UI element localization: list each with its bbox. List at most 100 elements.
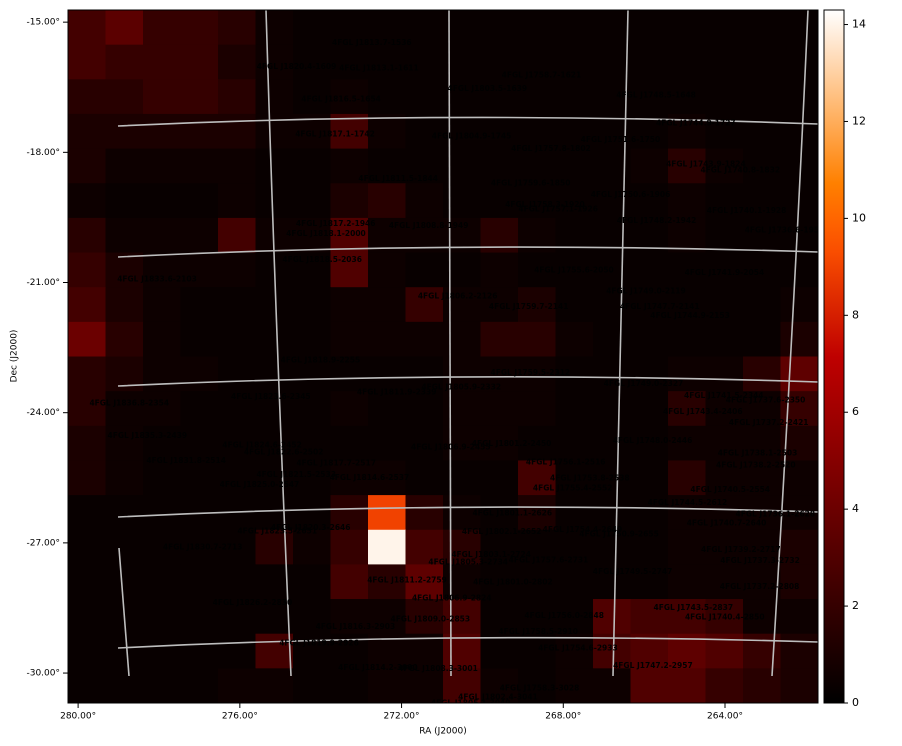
source-label: 4FGL J1824.6-2452 xyxy=(222,440,302,449)
cell xyxy=(68,495,106,531)
source-label: 4FGL J1811.2-2759 xyxy=(367,576,447,585)
cell xyxy=(630,252,669,288)
cell xyxy=(68,148,106,184)
x-tick-label: 268.00° xyxy=(545,712,581,722)
cell xyxy=(555,391,594,427)
cell xyxy=(593,287,631,323)
cell xyxy=(255,10,294,46)
cell xyxy=(180,356,219,392)
grid-curve xyxy=(612,10,629,677)
cell xyxy=(780,217,818,254)
cell xyxy=(518,633,556,669)
cell xyxy=(593,252,631,288)
cell xyxy=(180,529,219,565)
cell xyxy=(143,183,181,219)
cell xyxy=(105,425,144,461)
cell xyxy=(180,321,219,357)
cell xyxy=(368,252,406,288)
cell xyxy=(68,599,106,635)
cell xyxy=(405,44,444,80)
cell xyxy=(443,495,481,531)
cell xyxy=(105,44,144,80)
cell xyxy=(293,529,331,565)
cell xyxy=(218,10,256,46)
source-label: 4FGL J1820.4-1609 xyxy=(257,62,337,71)
cell xyxy=(105,113,144,150)
cell xyxy=(293,148,331,184)
cell xyxy=(218,252,256,288)
cell xyxy=(518,113,556,150)
source-label: 4FGL J1817.1-1742 xyxy=(295,129,375,138)
cell xyxy=(293,599,331,635)
cell xyxy=(293,44,331,80)
cell xyxy=(255,668,294,703)
cell xyxy=(555,44,594,80)
cell xyxy=(668,425,706,461)
cell xyxy=(593,633,631,669)
cell xyxy=(368,460,406,496)
cell xyxy=(743,460,781,496)
cell xyxy=(368,321,406,357)
cell xyxy=(405,564,444,600)
cell xyxy=(705,148,744,184)
cell xyxy=(518,495,556,531)
source-label: 4FGL J1825.0-2547 xyxy=(220,480,300,489)
y-tick-label: -24.00° xyxy=(26,408,60,418)
cell xyxy=(518,668,556,703)
cell xyxy=(630,425,669,461)
cell xyxy=(330,599,369,635)
colorbar-tick-label: 12 xyxy=(852,114,866,127)
cell xyxy=(780,113,818,150)
cell xyxy=(480,633,519,669)
colorbar-tick-label: 0 xyxy=(852,696,859,709)
cell xyxy=(443,321,481,357)
cell xyxy=(593,425,631,461)
source-label: 4FGL J1759.7-2141 xyxy=(489,302,569,311)
cell xyxy=(518,356,556,392)
source-label: 4FGL J1818.1-2000 xyxy=(286,229,366,238)
cell xyxy=(668,79,706,115)
source-label: 4FGL J1749.5-2747 xyxy=(593,567,673,576)
cell xyxy=(555,79,594,115)
source-label: 4FGL J1816.3-2903 xyxy=(316,622,396,631)
cell xyxy=(480,599,519,635)
source-label: 4FGL J1803.5-1639 xyxy=(448,84,528,93)
cell xyxy=(780,321,818,357)
cell xyxy=(405,633,444,669)
cell xyxy=(480,529,519,565)
source-label: 4FGL J1741.5-2344 xyxy=(684,391,764,400)
cell xyxy=(180,44,219,80)
cell xyxy=(705,425,744,461)
cell xyxy=(293,668,331,703)
cell xyxy=(743,564,781,600)
cell xyxy=(743,391,781,427)
cell xyxy=(255,391,294,427)
cell xyxy=(780,287,818,323)
cell xyxy=(518,599,556,635)
cell xyxy=(743,183,781,219)
colorbar-tick-label: 2 xyxy=(852,599,859,612)
y-axis-label: Dec (J2000) xyxy=(10,330,20,383)
grid-curve xyxy=(117,246,818,258)
cell xyxy=(105,148,144,184)
source-label: 4FGL J1805.9-2332 xyxy=(421,382,501,391)
cell xyxy=(743,148,781,184)
x-tick-label: 272.00° xyxy=(384,712,420,722)
cell xyxy=(668,668,706,703)
cell xyxy=(180,217,219,254)
cell xyxy=(443,564,481,600)
cell xyxy=(743,217,781,254)
cell xyxy=(405,287,444,323)
cell xyxy=(105,321,144,357)
cell xyxy=(105,217,144,254)
source-label: 4FGL J1801.2-2450 xyxy=(472,439,552,448)
cell xyxy=(705,668,744,703)
cell xyxy=(180,633,219,669)
cell xyxy=(218,183,256,219)
cell xyxy=(330,287,369,323)
cell xyxy=(105,252,144,288)
cell xyxy=(218,356,256,392)
cell xyxy=(180,668,219,703)
cell xyxy=(780,668,818,703)
